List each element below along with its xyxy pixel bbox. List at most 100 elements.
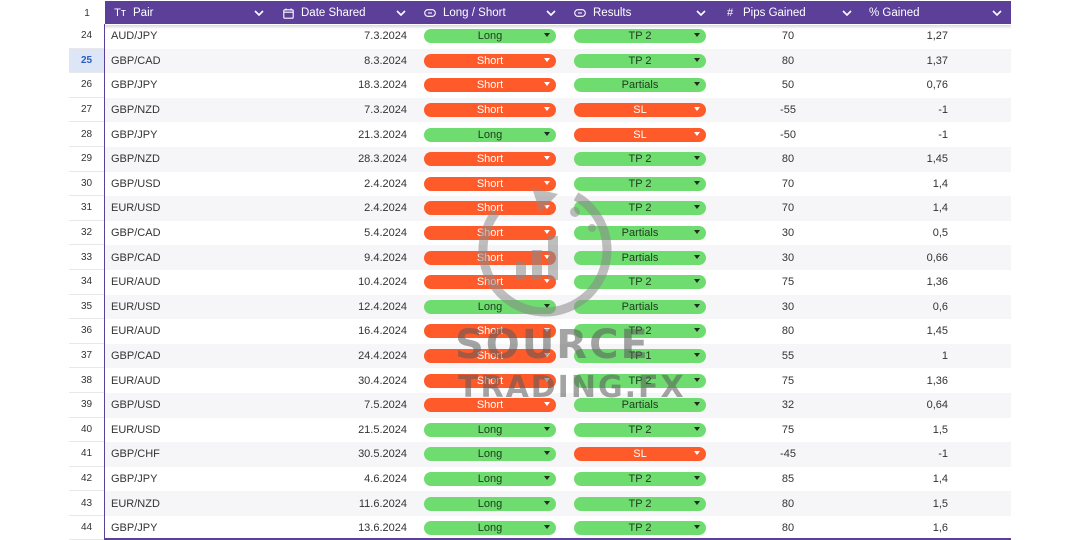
cell-results[interactable]: TP 2 — [565, 29, 715, 44]
cell-pips-gained[interactable]: 80 — [781, 325, 795, 338]
cell-results[interactable]: Partials — [565, 78, 715, 93]
caret-down-icon[interactable] — [694, 33, 700, 38]
cell-pair[interactable]: GBP/JPY — [111, 472, 158, 485]
caret-down-icon[interactable] — [544, 254, 550, 259]
long-short-dropdown[interactable]: Short — [424, 201, 556, 216]
table-row[interactable]: 38 EUR/AUD 30.4.2024 Short TP 2 75 1,36 — [69, 368, 1011, 393]
cell-date-shared[interactable]: 7.3.2024 — [364, 104, 407, 117]
cell-long-short[interactable]: Short — [415, 250, 565, 265]
cell-pips-gained[interactable]: 50 — [781, 79, 795, 92]
cell-date-shared[interactable]: 9.4.2024 — [364, 251, 407, 264]
cell-pair[interactable]: AUD/JPY — [111, 30, 158, 43]
cell-results[interactable]: Partials — [565, 250, 715, 265]
long-short-dropdown[interactable]: Long — [424, 471, 556, 486]
chevron-down-icon[interactable] — [991, 10, 1003, 16]
caret-down-icon[interactable] — [544, 303, 550, 308]
caret-down-icon[interactable] — [694, 377, 700, 382]
cell-long-short[interactable]: Short — [415, 201, 565, 216]
cell-percent-gained[interactable]: 1,5 — [932, 497, 948, 510]
cell-long-short[interactable]: Short — [415, 152, 565, 167]
cell-long-short[interactable]: Short — [415, 275, 565, 290]
table-row[interactable]: 42 GBP/JPY 4.6.2024 Long TP 2 85 1,4 — [69, 466, 1011, 492]
cell-date-shared[interactable]: 8.3.2024 — [364, 54, 407, 67]
cell-long-short[interactable]: Short — [415, 176, 565, 191]
caret-down-icon[interactable] — [544, 525, 550, 530]
results-dropdown[interactable]: TP 2 — [574, 29, 706, 44]
cell-pair[interactable]: GBP/USD — [111, 177, 161, 190]
cell-pair[interactable]: GBP/CAD — [111, 350, 161, 363]
cell-percent-gained[interactable]: -1 — [938, 128, 948, 141]
cell-long-short[interactable]: Short — [415, 373, 565, 388]
cell-date-shared[interactable]: 30.5.2024 — [358, 448, 407, 461]
cell-percent-gained[interactable]: 0,66 — [926, 251, 948, 264]
long-short-dropdown[interactable]: Short — [424, 103, 556, 118]
row-number[interactable]: 35 — [69, 294, 104, 320]
caret-down-icon[interactable] — [544, 451, 550, 456]
cell-long-short[interactable]: Short — [415, 78, 565, 93]
long-short-dropdown[interactable]: Short — [424, 250, 556, 265]
caret-down-icon[interactable] — [694, 205, 700, 210]
cell-pips-gained[interactable]: -55 — [780, 104, 796, 117]
cell-pair[interactable]: EUR/AUD — [111, 374, 161, 387]
cell-results[interactable]: TP 2 — [565, 53, 715, 68]
row-number[interactable]: 44 — [69, 515, 104, 540]
cell-long-short[interactable]: Short — [415, 53, 565, 68]
cell-pair[interactable]: GBP/JPY — [111, 522, 158, 535]
cell-long-short[interactable]: Long — [415, 127, 565, 142]
caret-down-icon[interactable] — [694, 156, 700, 161]
long-short-dropdown[interactable]: Short — [424, 324, 556, 339]
long-short-dropdown[interactable]: Short — [424, 78, 556, 93]
cell-percent-gained[interactable]: 1,36 — [926, 276, 948, 289]
row-number[interactable]: 27 — [69, 97, 104, 123]
caret-down-icon[interactable] — [544, 402, 550, 407]
cell-percent-gained[interactable]: 0,76 — [926, 79, 948, 92]
cell-results[interactable]: TP 2 — [565, 422, 715, 437]
cell-pair[interactable]: EUR/AUD — [111, 325, 161, 338]
cell-pair[interactable]: EUR/AUD — [111, 276, 161, 289]
cell-date-shared[interactable]: 7.5.2024 — [364, 399, 407, 412]
cell-percent-gained[interactable]: 1,4 — [932, 472, 948, 485]
cell-results[interactable]: TP 2 — [565, 324, 715, 339]
cell-pips-gained[interactable]: 70 — [781, 202, 795, 215]
long-short-dropdown[interactable]: Short — [424, 373, 556, 388]
cell-pips-gained[interactable]: 70 — [781, 30, 795, 43]
cell-results[interactable]: Partials — [565, 398, 715, 413]
table-row[interactable]: 37 GBP/CAD 24.4.2024 Short TP 1 55 1 — [69, 343, 1011, 369]
table-row[interactable]: 33 GBP/CAD 9.4.2024 Short Partials 30 0,66 — [69, 245, 1011, 270]
caret-down-icon[interactable] — [544, 328, 550, 333]
cell-date-shared[interactable]: 28.3.2024 — [358, 153, 407, 166]
cell-pair[interactable]: GBP/JPY — [111, 79, 158, 92]
row-number[interactable]: 37 — [69, 343, 104, 369]
caret-down-icon[interactable] — [544, 57, 550, 62]
caret-down-icon[interactable] — [694, 279, 700, 284]
table-row[interactable]: 36 EUR/AUD 16.4.2024 Short TP 2 80 1,45 — [69, 319, 1011, 344]
cell-pips-gained[interactable]: 30 — [781, 251, 795, 264]
cell-pips-gained[interactable]: 32 — [781, 399, 795, 412]
column-header-long-short[interactable]: Long / Short — [415, 1, 565, 25]
cell-date-shared[interactable]: 4.6.2024 — [364, 472, 407, 485]
cell-date-shared[interactable]: 16.4.2024 — [358, 325, 407, 338]
caret-down-icon[interactable] — [544, 156, 550, 161]
row-number[interactable]: 39 — [69, 392, 104, 418]
caret-down-icon[interactable] — [694, 303, 700, 308]
caret-down-icon[interactable] — [694, 131, 700, 136]
cell-results[interactable]: SL — [565, 103, 715, 118]
row-number[interactable]: 38 — [69, 368, 104, 393]
caret-down-icon[interactable] — [544, 82, 550, 87]
chevron-down-icon[interactable] — [253, 10, 265, 16]
cell-pair[interactable]: GBP/CHF — [111, 448, 160, 461]
cell-date-shared[interactable]: 2.4.2024 — [364, 177, 407, 190]
cell-results[interactable]: TP 2 — [565, 471, 715, 486]
cell-date-shared[interactable]: 24.4.2024 — [358, 350, 407, 363]
long-short-dropdown[interactable]: Short — [424, 349, 556, 364]
results-dropdown[interactable]: Partials — [574, 226, 706, 241]
cell-long-short[interactable]: Short — [415, 398, 565, 413]
long-short-dropdown[interactable]: Long — [424, 496, 556, 511]
caret-down-icon[interactable] — [694, 500, 700, 505]
cell-long-short[interactable]: Short — [415, 349, 565, 364]
row-number[interactable]: 34 — [69, 269, 104, 295]
cell-pair[interactable]: GBP/NZD — [111, 153, 160, 166]
results-dropdown[interactable]: Partials — [574, 250, 706, 265]
cell-percent-gained[interactable]: 1 — [941, 350, 948, 363]
cell-percent-gained[interactable]: 1,45 — [926, 153, 948, 166]
